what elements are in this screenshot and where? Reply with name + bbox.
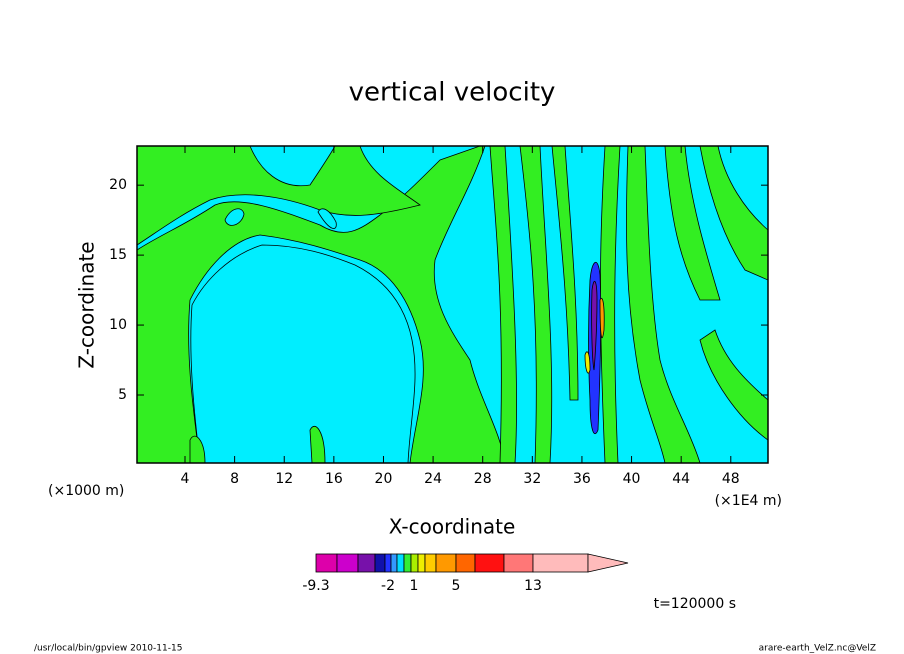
colorbar-segment (417, 553, 426, 573)
colorbar-segment (357, 553, 376, 573)
colorbar-label: 5 (452, 578, 461, 594)
x-tick-label: 44 (672, 471, 690, 487)
colorbar-segment (435, 553, 457, 573)
x-tick-label: 36 (573, 471, 591, 487)
colorbar-label: 1 (410, 578, 419, 594)
plot-frame (136, 145, 769, 464)
colorbar-label: -2 (381, 578, 395, 594)
x-tick-label: 48 (722, 471, 740, 487)
time-label: t=120000 s (654, 596, 736, 612)
contour-field (137, 146, 768, 463)
colorbar-segment (384, 553, 392, 573)
y-tick-label: 20 (109, 177, 127, 193)
y-tick-label: 10 (109, 317, 127, 333)
contour-region (591, 280, 598, 371)
x-tick-label: 32 (523, 471, 541, 487)
colorbar-segment (424, 553, 437, 573)
y-axis-label: Z-coordinate (75, 241, 99, 368)
contour-region (584, 351, 591, 374)
colorbar-segment (532, 553, 589, 573)
contour-region (489, 146, 768, 463)
x-tick-label: 20 (375, 471, 393, 487)
colorbar-segment (455, 553, 476, 573)
y-tick-label: 15 (109, 247, 127, 263)
contour-region (599, 297, 605, 339)
colorbar-segment (503, 553, 534, 573)
colorbar-segment (336, 553, 359, 573)
x-tick-label: 8 (230, 471, 239, 487)
footer-right: arare-earth_VelZ.nc@VelZ (759, 644, 876, 654)
contour-region (189, 425, 326, 463)
x-tick-label: 24 (424, 471, 442, 487)
x-tick-label: 40 (623, 471, 641, 487)
colorbar-label: -9.3 (302, 578, 329, 594)
colorbar-segment (474, 553, 505, 573)
colorbar-segment (315, 553, 338, 573)
x-axis-label: X-coordinate (389, 515, 516, 539)
colorbar-segment (403, 553, 412, 573)
x-tick-label: 4 (181, 471, 190, 487)
colorbar-arrow (587, 553, 629, 573)
colorbar-segment (396, 553, 405, 573)
colorbar-segment (410, 553, 419, 573)
x-tick-label: 16 (325, 471, 343, 487)
colorbar-segment (390, 553, 398, 573)
footer-left: /usr/local/bin/gpview 2010-11-15 (34, 644, 182, 654)
contour-region (224, 208, 337, 229)
colorbar-label: 13 (524, 578, 542, 594)
x-tick-label: 28 (474, 471, 492, 487)
y-tick-label: 5 (118, 387, 127, 403)
x-unit-label: (×1000 m) (48, 483, 124, 499)
contour-region (137, 146, 421, 246)
colorbar-segment (374, 553, 386, 573)
x-unit-label: (×1E4 m) (715, 493, 782, 509)
contour-region (190, 244, 416, 463)
chart-title: vertical velocity (349, 78, 556, 108)
x-tick-label: 12 (275, 471, 293, 487)
